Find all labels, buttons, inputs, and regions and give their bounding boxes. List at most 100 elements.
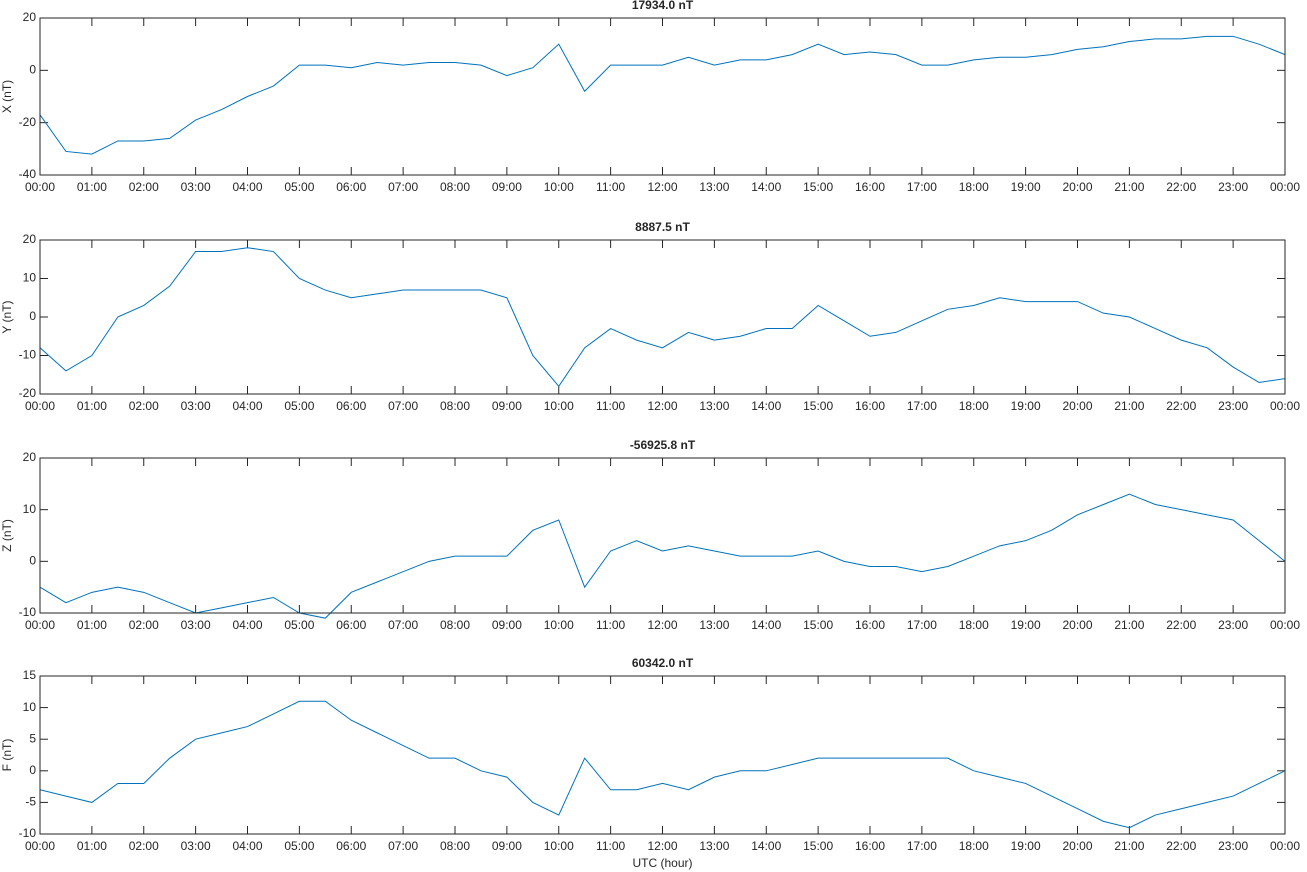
x-tick-label: 11:00 — [596, 180, 625, 194]
x-tick-label: 12:00 — [647, 618, 677, 632]
axes-box — [39, 675, 1286, 835]
x-tick-label: 13:00 — [699, 399, 729, 413]
y-tick-label: -10 — [19, 826, 37, 840]
x-tick-label: 17:00 — [907, 839, 937, 853]
y-tick-label: 10 — [23, 271, 37, 285]
x-tick-label: 23:00 — [1218, 839, 1248, 853]
x-tick-label: 23:00 — [1218, 180, 1248, 194]
x-tick-label: 18:00 — [959, 399, 989, 413]
x-tick-label: 00:00 — [25, 839, 55, 853]
x-tick-label: 08:00 — [440, 618, 470, 632]
x-tick-label: 23:00 — [1218, 618, 1248, 632]
x-tick-label: 02:00 — [129, 839, 159, 853]
x-tick-label: 19:00 — [1011, 618, 1041, 632]
panel-title: -56925.8 nT — [630, 438, 696, 452]
x-tick-label: 06:00 — [336, 839, 366, 853]
x-tick-label: 21:00 — [1114, 839, 1144, 853]
y-tick-label: 0 — [29, 763, 36, 777]
x-tick-label: 00:00 — [25, 399, 55, 413]
x-tick-label: 16:00 — [855, 839, 885, 853]
x-tick-label: 02:00 — [129, 618, 159, 632]
x-tick-label: 09:00 — [492, 180, 522, 194]
x-tick-label: 15:00 — [803, 618, 833, 632]
x-tick-label: 20:00 — [1062, 839, 1092, 853]
y-tick-label: 15 — [23, 668, 37, 682]
y-tick-label: -10 — [19, 605, 37, 619]
x-tick-label: 09:00 — [492, 618, 522, 632]
x-tick-label: 22:00 — [1166, 399, 1196, 413]
x-tick-label: 10:00 — [544, 399, 574, 413]
x-tick-label: 16:00 — [855, 618, 885, 632]
y-axis-label: F (nT) — [0, 739, 14, 772]
y-tick-label: -40 — [19, 167, 37, 181]
x-tick-label: 00:00 — [1270, 618, 1300, 632]
x-tick-label: 01:00 — [77, 180, 107, 194]
y-tick-label: -20 — [19, 115, 37, 129]
x-tick-label: 07:00 — [388, 399, 418, 413]
x-tick-label: 05:00 — [284, 399, 314, 413]
x-tick-label: 03:00 — [181, 180, 211, 194]
x-tick-label: 14:00 — [751, 618, 781, 632]
y-tick-label: -20 — [19, 386, 37, 400]
x-tick-label: 19:00 — [1011, 180, 1041, 194]
y-tick-label: -10 — [19, 348, 37, 362]
x-tick-label: 15:00 — [803, 839, 833, 853]
x-tick-label: 04:00 — [232, 180, 262, 194]
x-tick-label: 18:00 — [959, 180, 989, 194]
x-tick-label: 06:00 — [336, 180, 366, 194]
y-axis-label: Z (nT) — [0, 519, 14, 552]
y-tick-label: 5 — [29, 731, 36, 745]
x-tick-label: 05:00 — [284, 618, 314, 632]
data-line — [39, 247, 1286, 388]
x-tick-label: 03:00 — [181, 618, 211, 632]
x-tick-label: 10:00 — [544, 180, 574, 194]
x-tick-label: 20:00 — [1062, 180, 1092, 194]
x-tick-label: 17:00 — [907, 180, 937, 194]
x-tick-label: 07:00 — [388, 618, 418, 632]
y-tick-label: 0 — [29, 554, 36, 568]
x-tick-label: 02:00 — [129, 399, 159, 413]
x-tick-label: 11:00 — [596, 399, 625, 413]
x-tick-label: 22:00 — [1166, 618, 1196, 632]
x-tick-label: 21:00 — [1114, 180, 1144, 194]
x-tick-label: 07:00 — [388, 180, 418, 194]
x-tick-label: 06:00 — [336, 618, 366, 632]
y-axis-label: X (nT) — [0, 80, 14, 113]
y-tick-label: 10 — [23, 502, 37, 516]
x-tick-label: 16:00 — [855, 399, 885, 413]
data-line — [39, 700, 1286, 829]
x-tick-label: 07:00 — [388, 839, 418, 853]
axes-box — [39, 457, 1286, 614]
x-tick-label: 17:00 — [907, 399, 937, 413]
x-tick-label: 01:00 — [77, 618, 107, 632]
x-tick-label: 01:00 — [77, 399, 107, 413]
y-tick-label: 10 — [23, 700, 37, 714]
x-tick-label: 21:00 — [1114, 618, 1144, 632]
x-tick-label: 03:00 — [181, 399, 211, 413]
x-tick-label: 04:00 — [232, 618, 262, 632]
x-tick-label: 13:00 — [699, 618, 729, 632]
x-tick-label: 04:00 — [232, 399, 262, 413]
data-line — [39, 493, 1286, 619]
x-tick-label: 08:00 — [440, 180, 470, 194]
x-tick-label: 18:00 — [959, 839, 989, 853]
x-tick-label: 20:00 — [1062, 399, 1092, 413]
x-tick-label: 12:00 — [647, 399, 677, 413]
x-tick-label: 00:00 — [1270, 180, 1300, 194]
x-tick-label: 13:00 — [699, 180, 729, 194]
x-tick-label: 11:00 — [596, 618, 625, 632]
x-tick-label: 14:00 — [751, 399, 781, 413]
x-tick-label: 00:00 — [25, 180, 55, 194]
x-tick-label: 10:00 — [544, 618, 574, 632]
x-tick-label: 19:00 — [1011, 399, 1041, 413]
x-tick-label: 15:00 — [803, 399, 833, 413]
axes-box — [39, 239, 1286, 395]
x-tick-label: 11:00 — [596, 839, 625, 853]
x-tick-label: 03:00 — [181, 839, 211, 853]
x-tick-label: 14:00 — [751, 180, 781, 194]
y-tick-label: 20 — [23, 450, 37, 464]
x-tick-label: 08:00 — [440, 839, 470, 853]
y-tick-label: 0 — [29, 63, 36, 77]
x-tick-label: 13:00 — [699, 839, 729, 853]
